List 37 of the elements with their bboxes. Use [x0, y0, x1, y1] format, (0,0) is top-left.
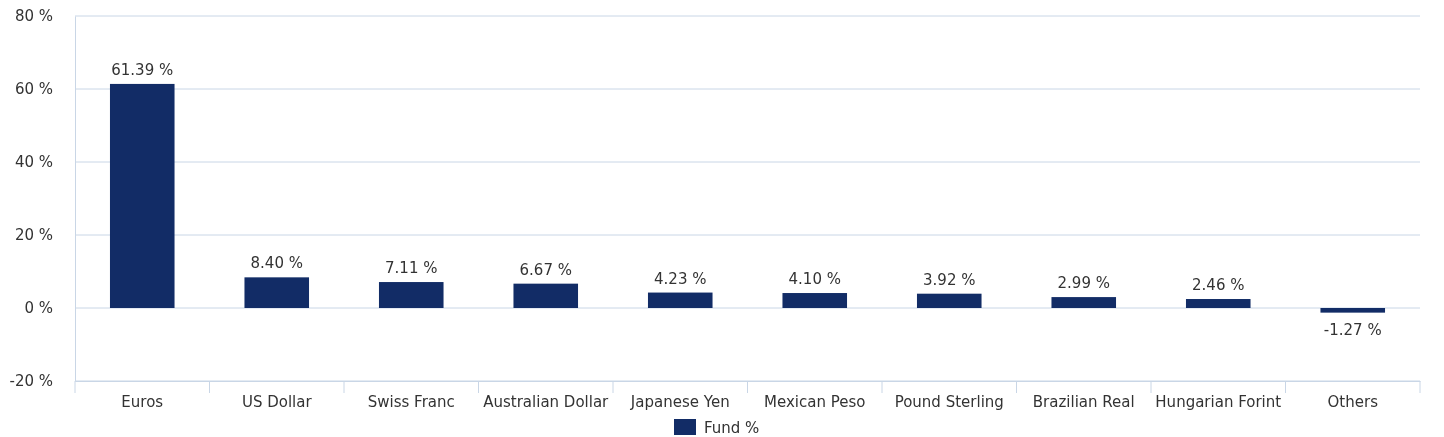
y-tick-label: 20 % [14, 226, 53, 245]
x-tick-label: Swiss Franc [367, 392, 455, 411]
x-tick-label: Others [1327, 392, 1379, 411]
bar [782, 293, 848, 308]
legend-label: Fund % [704, 419, 760, 437]
x-tick-label: Australian Dollar [483, 392, 610, 411]
bar [378, 282, 444, 308]
data-label: 2.99 % [1057, 274, 1110, 293]
y-tick-label: 40 % [14, 153, 53, 172]
data-label: 4.23 % [654, 269, 707, 288]
data-label: 2.46 % [1192, 276, 1245, 295]
bar [244, 277, 310, 308]
bar [647, 292, 713, 308]
x-tick-label: Japanese Yen [629, 392, 730, 411]
y-tick-label: 0 % [24, 299, 53, 318]
x-tick-label: Euros [121, 392, 164, 411]
data-label: 8.40 % [250, 254, 303, 273]
bar [916, 293, 982, 308]
x-tick-label: Brazilian Real [1032, 392, 1135, 411]
x-tick-label: Pound Sterling [894, 392, 1004, 411]
y-tick-label: 60 % [14, 80, 53, 99]
bar [513, 283, 579, 308]
data-label: 6.67 % [519, 260, 572, 279]
y-tick-label: -20 % [9, 372, 53, 391]
bar [1051, 297, 1117, 308]
bar [109, 83, 175, 308]
data-label: 7.11 % [385, 259, 438, 278]
x-tick-label: Hungarian Forint [1155, 392, 1282, 411]
y-tick-label: 80 % [14, 7, 53, 26]
x-tick-label: Mexican Peso [764, 392, 866, 411]
bar [1185, 299, 1251, 308]
x-tick-label: US Dollar [241, 392, 313, 411]
data-label: 3.92 % [923, 270, 976, 289]
bar [1320, 308, 1386, 313]
data-label: 61.39 % [111, 60, 174, 79]
data-label: -1.27 % [1323, 320, 1382, 339]
data-label: 4.10 % [788, 270, 841, 289]
